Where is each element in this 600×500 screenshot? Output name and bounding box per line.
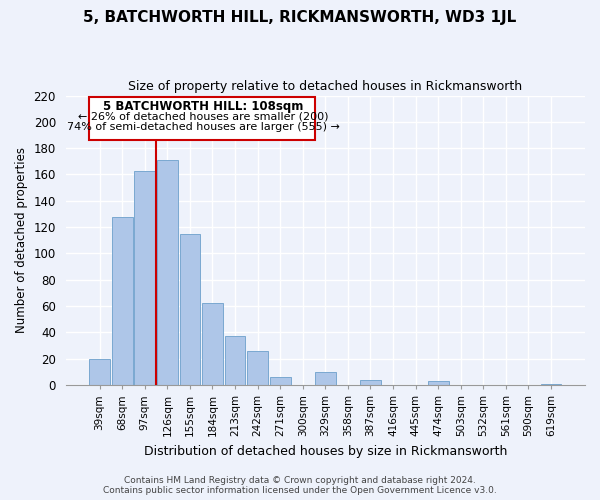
Text: 74% of semi-detached houses are larger (555) →: 74% of semi-detached houses are larger (… [67,122,340,132]
Bar [247,351,268,385]
Bar [157,160,178,385]
Bar [179,234,200,385]
X-axis label: Distribution of detached houses by size in Rickmansworth: Distribution of detached houses by size … [143,444,507,458]
Y-axis label: Number of detached properties: Number of detached properties [15,148,28,334]
Title: Size of property relative to detached houses in Rickmansworth: Size of property relative to detached ho… [128,80,523,93]
Bar [89,358,110,385]
Bar [315,372,336,385]
Text: 5 BATCHWORTH HILL: 108sqm: 5 BATCHWORTH HILL: 108sqm [103,100,304,112]
Text: 5, BATCHWORTH HILL, RICKMANSWORTH, WD3 1JL: 5, BATCHWORTH HILL, RICKMANSWORTH, WD3 1… [83,10,517,25]
Text: ← 26% of detached houses are smaller (200): ← 26% of detached houses are smaller (20… [78,112,329,122]
FancyBboxPatch shape [89,97,315,140]
Bar [270,377,290,385]
Bar [541,384,562,385]
Bar [134,170,155,385]
Bar [112,216,133,385]
Text: Contains HM Land Registry data © Crown copyright and database right 2024.
Contai: Contains HM Land Registry data © Crown c… [103,476,497,495]
Bar [360,380,381,385]
Bar [428,381,449,385]
Bar [202,304,223,385]
Bar [224,336,245,385]
